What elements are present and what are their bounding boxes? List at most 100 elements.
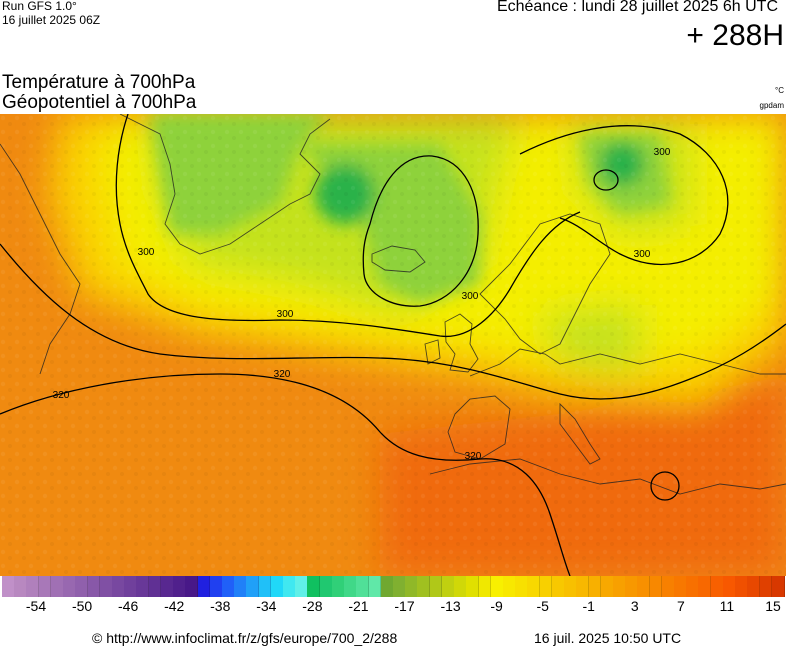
contour-low-east-med — [650, 471, 680, 501]
contour-label: 320 — [465, 451, 482, 462]
color-scale-tick-label: -42 — [164, 598, 185, 614]
color-scale-swatch — [368, 576, 382, 597]
color-scale-swatch — [576, 576, 590, 597]
temperature-color-scale — [0, 576, 786, 597]
color-scale-tick-label: -13 — [440, 598, 461, 614]
color-scale-swatch — [600, 576, 614, 597]
color-scale-swatch — [515, 576, 528, 597]
color-scale-swatch — [649, 576, 663, 597]
contour-300-europe — [0, 243, 786, 400]
color-scale-swatch — [588, 576, 602, 597]
forecast-lead-time: + 288H — [686, 19, 784, 52]
color-scale-swatch — [50, 576, 64, 597]
contour-labels: 300 300 300 300 300 320 320 320 — [53, 147, 671, 462]
color-scale-tick-label: -1 — [582, 598, 595, 614]
color-scale-swatch — [686, 576, 700, 597]
color-scale-swatch — [246, 576, 260, 597]
color-scale-swatch — [454, 576, 467, 597]
color-scale-swatch — [111, 576, 125, 597]
color-scale-swatch — [661, 576, 675, 597]
color-scale-swatch — [747, 576, 761, 597]
color-scale-swatch — [551, 576, 565, 597]
color-scale-swatch — [564, 576, 577, 597]
color-scale-swatch — [185, 576, 199, 597]
map-title-geopotential: Géopotentiel à 700hPa — [2, 92, 197, 113]
color-scale-ticks: -54 -50 -46 -42 -38 -34 -28 -21 -17 -13 -9 -5 -1 3 7 11… — [0, 598, 786, 620]
scandinavia-coast — [479, 213, 611, 355]
italy-coast — [559, 402, 601, 465]
generation-date: 16 juil. 2025 10:50 UTC — [534, 630, 682, 646]
color-scale-swatch — [356, 576, 370, 597]
geopotential-unit-label: gpdam — [759, 101, 784, 110]
color-scale-swatch — [722, 576, 736, 597]
contour-label: 300 — [277, 309, 294, 320]
color-scale-swatch — [539, 576, 553, 597]
greenland-coast — [119, 114, 331, 255]
color-scale-tick-label: -17 — [394, 598, 415, 614]
color-scale-swatch — [136, 576, 150, 597]
color-scale-swatch — [14, 576, 28, 597]
color-scale-swatch — [759, 576, 773, 597]
iberia-coast — [447, 395, 511, 460]
color-scale-swatch — [160, 576, 174, 597]
contour-label: 300 — [462, 291, 479, 302]
british-isles-coast — [424, 313, 479, 373]
color-scale-swatch — [344, 576, 357, 597]
contour-300-north-low — [362, 155, 479, 307]
color-scale-swatch — [405, 576, 419, 597]
color-scale-swatch — [270, 576, 284, 597]
weather-map: 300 300 300 300 300 320 320 320 — [0, 114, 786, 576]
geopotential-contours — [0, 114, 786, 576]
contour-label: 300 — [138, 247, 155, 258]
color-scale-swatch — [490, 576, 504, 597]
color-scale-tick-label: -28 — [302, 598, 323, 614]
color-scale-swatch — [26, 576, 40, 597]
color-scale-tick-label: -21 — [348, 598, 369, 614]
north-africa-coast — [429, 458, 786, 495]
color-scale-swatch — [637, 576, 651, 597]
model-run-label: Run GFS 1.0° — [2, 0, 77, 13]
color-scale-swatch — [429, 576, 443, 597]
color-scale-swatch — [612, 576, 626, 597]
color-scale-swatch — [674, 576, 687, 597]
color-scale-tick-label: 7 — [676, 598, 685, 614]
canada-coast — [0, 143, 81, 375]
color-scale-swatch — [87, 576, 101, 597]
color-scale-swatch — [393, 576, 406, 597]
forecast-valid-time: Echéance : lundi 28 juillet 2025 6h UTC — [496, 0, 778, 15]
color-scale-swatch — [295, 576, 309, 597]
color-scale-swatch — [75, 576, 89, 597]
color-scale-swatch — [625, 576, 638, 597]
color-scale-swatch — [527, 576, 541, 597]
color-scale-tick-label: -38 — [210, 598, 231, 614]
contour-label: 300 — [634, 249, 651, 260]
color-scale-swatch — [63, 576, 76, 597]
color-scale-tick-label: -34 — [256, 598, 277, 614]
color-scale-tick-label: 11 — [719, 598, 735, 614]
map-title-temperature: Température à 700hPa — [2, 72, 196, 93]
color-scale-tick-label: -46 — [118, 598, 139, 614]
color-scale-swatch — [221, 576, 235, 597]
coastlines — [0, 114, 786, 495]
color-scale-swatch — [331, 576, 345, 597]
contour-320-atlantic — [0, 373, 571, 576]
contour-label: 320 — [53, 390, 70, 401]
color-scale-swatch — [99, 576, 113, 597]
color-scale-swatch — [771, 576, 785, 597]
color-scale-tick-label: -9 — [490, 598, 503, 614]
color-scale-swatch — [380, 576, 394, 597]
color-scale-swatch — [466, 576, 480, 597]
color-scale-swatch — [502, 576, 516, 597]
temperature-field-texture — [0, 114, 786, 576]
contour-label: 320 — [274, 369, 291, 380]
color-scale-swatch — [2, 576, 15, 597]
color-scale-swatch — [417, 576, 431, 597]
color-scale-swatch — [710, 576, 724, 597]
color-scale-tick-label: 15 — [765, 598, 781, 614]
color-scale-swatch — [173, 576, 186, 597]
color-scale-swatch — [124, 576, 137, 597]
color-scale-swatch — [209, 576, 223, 597]
contour-300-scandinavia — [519, 125, 729, 266]
color-scale-tick-label: -5 — [536, 598, 549, 614]
color-scale-swatch — [441, 576, 455, 597]
